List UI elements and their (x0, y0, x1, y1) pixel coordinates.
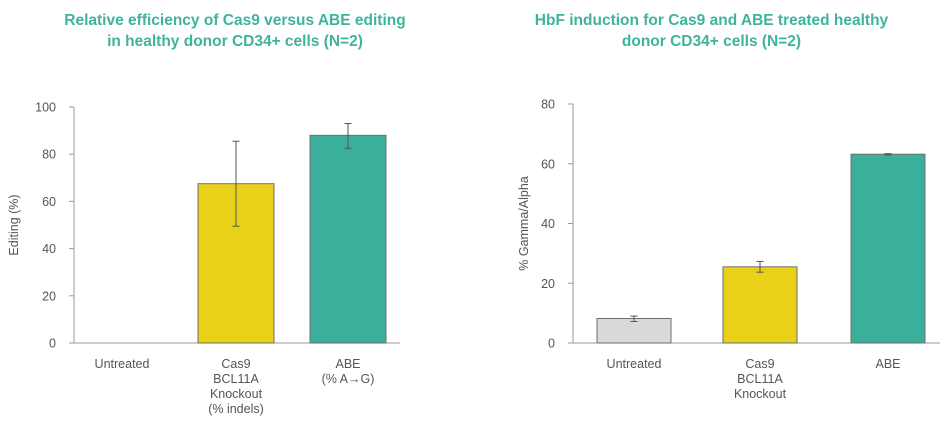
hbf-y-axis-label: % Gamma/Alpha (517, 176, 531, 271)
editing-y-tick-label: 80 (42, 148, 56, 162)
hbf-bar (722, 266, 798, 344)
editing-bar (309, 134, 387, 344)
hbf-category-label: ABE (875, 357, 900, 371)
hbf-y-tick-label: 40 (541, 217, 555, 231)
hbf-y-tick-label: 60 (541, 157, 555, 171)
hbf-bar (850, 153, 926, 344)
editing-y-tick-label: 40 (42, 242, 56, 256)
editing-y-tick-label: 100 (35, 101, 56, 115)
editing-category-label: Cas9 BCL11A Knockout (% indels) (208, 357, 264, 416)
hbf-category-label: Untreated (607, 357, 662, 371)
editing-y-tick-label: 0 (49, 337, 56, 351)
hbf-category-label: Cas9 BCL11A Knockout (734, 357, 787, 401)
editing-y-axis-label: Editing (%) (7, 194, 21, 255)
editing-y-tick-label: 60 (42, 195, 56, 209)
editing-y-tick-label: 20 (42, 289, 56, 303)
hbf-y-tick-label: 80 (541, 98, 555, 112)
editing-category-label: ABE (% A→G) (322, 357, 375, 386)
chart-title-hbf-induction: HbF induction for Cas9 and ABE treated h… (534, 12, 889, 50)
editing-category-label: Untreated (95, 357, 150, 371)
hbf-y-tick-label: 20 (541, 277, 555, 291)
chart-title-editing-efficiency: Relative efficiency of Cas9 versus ABE e… (64, 12, 406, 50)
hbf-bar (596, 318, 672, 344)
hbf-y-tick-label: 0 (548, 337, 555, 351)
